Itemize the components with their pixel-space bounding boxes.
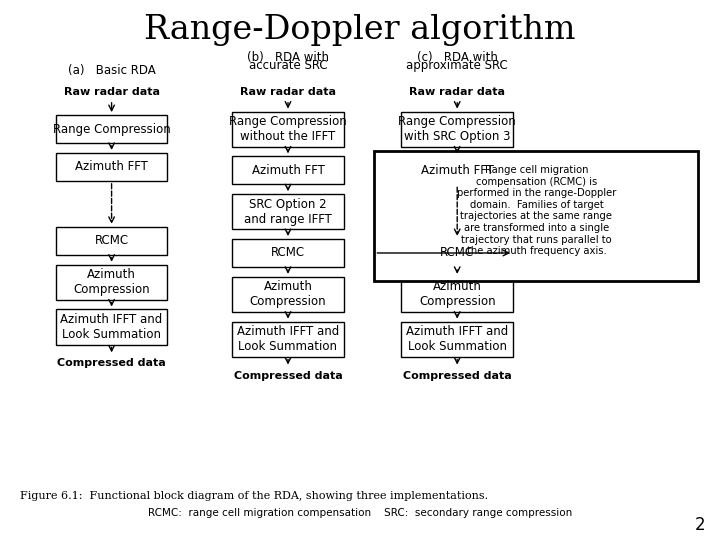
Text: RCMC: RCMC — [271, 246, 305, 260]
Text: Azimuth
Compression: Azimuth Compression — [73, 268, 150, 296]
Text: Range Compression
with SRC Option 3: Range Compression with SRC Option 3 — [398, 115, 516, 143]
Text: (b)   RDA with: (b) RDA with — [247, 51, 329, 64]
Bar — [374, 151, 698, 281]
Bar — [402, 239, 513, 267]
Bar — [402, 322, 513, 357]
Bar — [56, 309, 167, 345]
Bar — [56, 265, 167, 300]
Text: Compressed data: Compressed data — [233, 370, 343, 381]
Bar — [232, 157, 344, 185]
Text: Range-Doppler algorithm: Range-Doppler algorithm — [144, 14, 576, 46]
Text: approximate SRC: approximate SRC — [406, 59, 508, 72]
Text: Azimuth IFFT and
Look Summation: Azimuth IFFT and Look Summation — [406, 325, 508, 353]
Text: Figure 6.1:  Functional block diagram of the RDA, showing three implementations.: Figure 6.1: Functional block diagram of … — [20, 491, 488, 501]
Text: Azimuth
Compression: Azimuth Compression — [419, 280, 495, 308]
Text: RCMC: RCMC — [440, 246, 474, 260]
Bar — [232, 277, 344, 312]
Bar — [56, 227, 167, 255]
Text: RCMC:  range cell migration compensation    SRC:  secondary range compression: RCMC: range cell migration compensation … — [148, 508, 572, 518]
Bar — [232, 322, 344, 357]
Bar — [232, 239, 344, 267]
Text: Range cell migration
compensation (RCMC) is
performed in the range-Doppler
domai: Range cell migration compensation (RCMC)… — [456, 165, 616, 256]
Text: (a)   Basic RDA: (a) Basic RDA — [68, 64, 156, 77]
Bar — [232, 112, 344, 146]
Text: SRC Option 2
and range IFFT: SRC Option 2 and range IFFT — [244, 198, 332, 226]
Bar — [402, 277, 513, 312]
Text: Range Compression
without the IFFT: Range Compression without the IFFT — [229, 115, 347, 143]
Text: accurate SRC: accurate SRC — [248, 59, 328, 72]
Text: Compressed data: Compressed data — [402, 370, 512, 381]
Text: Azimuth IFFT and
Look Summation: Azimuth IFFT and Look Summation — [237, 325, 339, 353]
Text: Compressed data: Compressed data — [57, 359, 166, 368]
Text: RCMC: RCMC — [94, 234, 129, 247]
Text: Azimuth IFFT and
Look Summation: Azimuth IFFT and Look Summation — [60, 313, 163, 341]
Text: 2: 2 — [695, 516, 705, 534]
Text: Raw radar data: Raw radar data — [409, 87, 505, 97]
Text: Azimuth
Compression: Azimuth Compression — [250, 280, 326, 308]
Bar — [56, 153, 167, 181]
Text: Azimuth FFT: Azimuth FFT — [75, 160, 148, 173]
Bar — [56, 115, 167, 143]
Text: Range Compression: Range Compression — [53, 123, 171, 136]
Text: Raw radar data: Raw radar data — [63, 87, 160, 97]
Text: Azimuth FFT: Azimuth FFT — [251, 164, 325, 177]
Bar — [402, 157, 513, 185]
Text: Azimuth FFT: Azimuth FFT — [420, 164, 494, 177]
Bar — [232, 194, 344, 230]
Text: Raw radar data: Raw radar data — [240, 87, 336, 97]
Text: (c)   RDA with: (c) RDA with — [417, 51, 498, 64]
Bar — [402, 112, 513, 146]
